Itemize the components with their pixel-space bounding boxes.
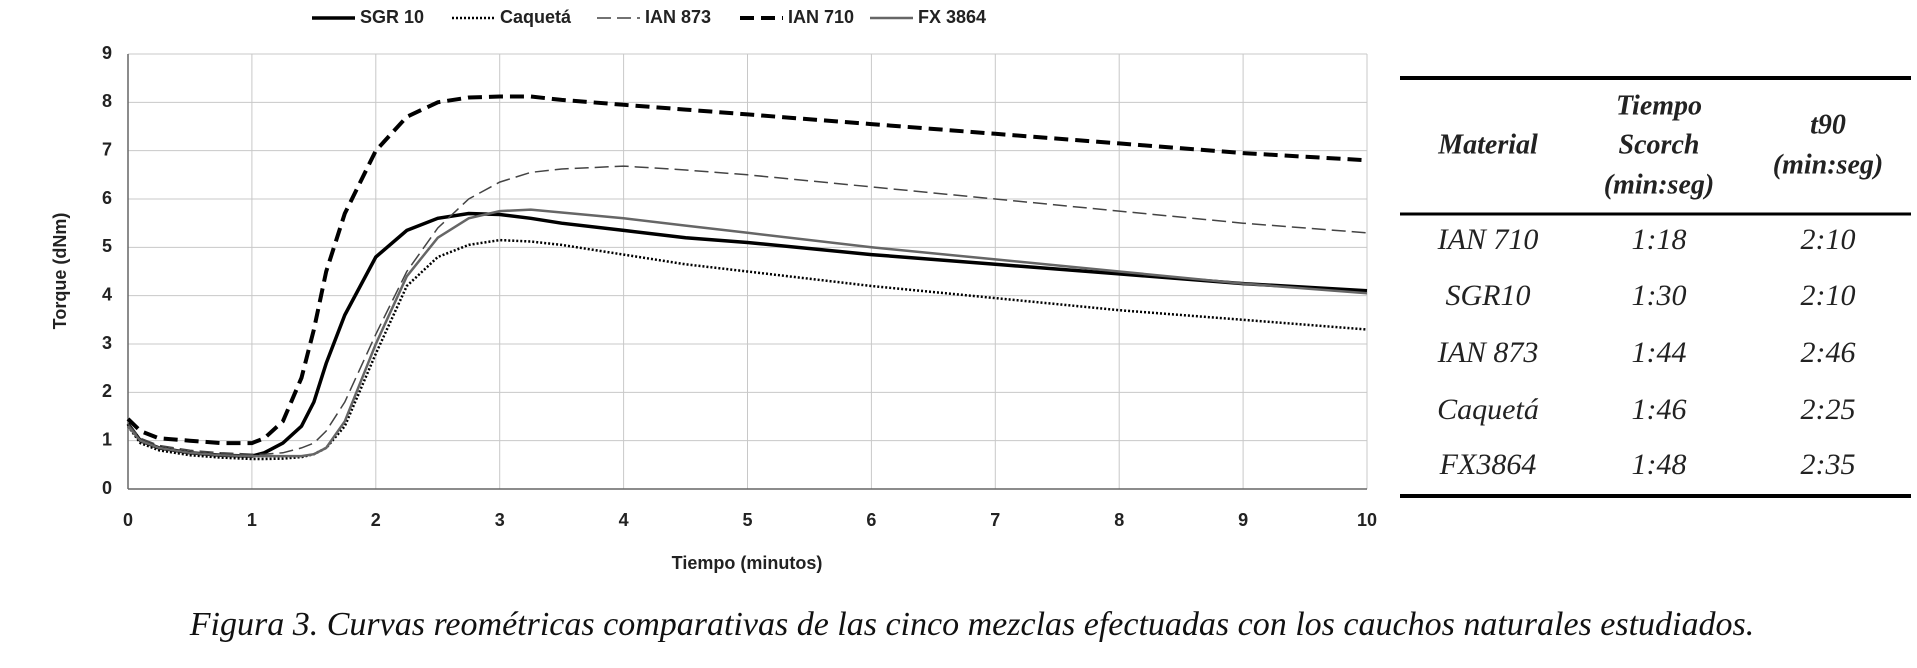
table-cell: SGR10 xyxy=(1446,279,1531,312)
x-tick-label: 2 xyxy=(371,510,381,530)
table-cell: 1:44 xyxy=(1632,336,1687,369)
table-cell: 1:30 xyxy=(1632,279,1687,312)
y-tick-label: 3 xyxy=(102,333,112,353)
table-cell: IAN 873 xyxy=(1437,336,1539,369)
y-tick-label: 7 xyxy=(102,139,112,159)
table-header: (min:seg) xyxy=(1604,169,1714,200)
y-tick-label: 4 xyxy=(102,284,112,304)
legend-label: IAN 710 xyxy=(788,7,854,27)
table-cell: Caquetá xyxy=(1437,393,1539,426)
y-tick-label: 9 xyxy=(102,43,112,63)
x-axis-title: Tiempo (minutos) xyxy=(672,553,823,573)
table-header: t90 xyxy=(1810,109,1846,140)
x-tick-label: 8 xyxy=(1114,510,1124,530)
table-cell: 1:48 xyxy=(1632,448,1687,481)
x-tick-label: 10 xyxy=(1357,510,1377,530)
legend-label: SGR 10 xyxy=(360,7,424,27)
table-cell: FX3864 xyxy=(1439,448,1537,481)
table-cell: 2:25 xyxy=(1801,393,1856,426)
y-tick-label: 0 xyxy=(102,478,112,498)
table-cell: 2:10 xyxy=(1801,223,1856,256)
y-tick-label: 8 xyxy=(102,91,112,111)
y-tick-label: 6 xyxy=(102,188,112,208)
legend-label: FX 3864 xyxy=(918,7,986,27)
x-tick-label: 3 xyxy=(495,510,505,530)
table-cell: 2:46 xyxy=(1801,336,1856,369)
table-header: Tiempo xyxy=(1616,90,1702,121)
x-tick-label: 7 xyxy=(990,510,1000,530)
y-axis-title: Torque (dNm) xyxy=(50,213,70,330)
table-cell: 1:46 xyxy=(1632,393,1687,426)
x-tick-label: 0 xyxy=(123,510,133,530)
y-tick-label: 2 xyxy=(102,381,112,401)
series-line xyxy=(127,165,1368,455)
x-tick-label: 6 xyxy=(866,510,876,530)
table-header: (min:seg) xyxy=(1773,149,1883,180)
table-cell: 2:10 xyxy=(1801,279,1856,312)
legend-label: IAN 873 xyxy=(645,7,711,27)
series-line xyxy=(126,94,1368,446)
table-cell: 1:18 xyxy=(1632,223,1687,256)
table-cell: 2:35 xyxy=(1801,448,1856,481)
series-line xyxy=(126,238,1368,461)
y-tick-label: 1 xyxy=(102,429,112,449)
x-tick-label: 5 xyxy=(742,510,752,530)
table-header: Material xyxy=(1437,129,1538,160)
table-cell: IAN 710 xyxy=(1437,223,1539,256)
series-line xyxy=(127,208,1368,458)
legend-label: Caquetá xyxy=(500,7,572,27)
x-tick-label: 1 xyxy=(247,510,257,530)
caption: Figura 3. Curvas reométricas comparativa… xyxy=(189,606,1754,643)
y-tick-label: 5 xyxy=(102,236,112,256)
x-tick-label: 4 xyxy=(619,510,629,530)
table-header: Scorch xyxy=(1619,129,1700,160)
x-tick-label: 9 xyxy=(1238,510,1248,530)
